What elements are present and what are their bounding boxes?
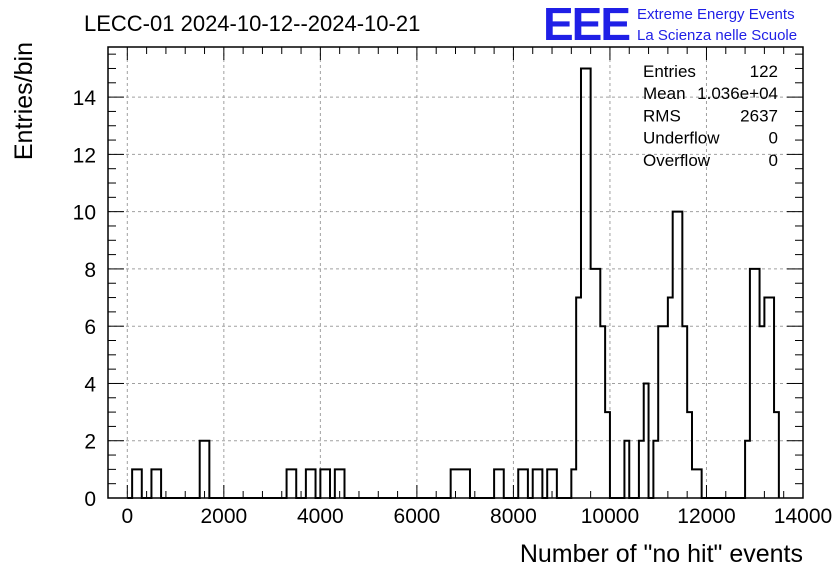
histogram-bin	[658, 326, 668, 498]
grid-lines	[108, 47, 804, 498]
logo-line-2: La Scienza nelle Scuole	[637, 27, 797, 44]
histogram-bin	[287, 469, 297, 498]
histogram-bin	[673, 212, 683, 498]
y-tick-label: 6	[84, 316, 96, 339]
stat-value: 0	[769, 129, 778, 148]
stat-label: Entries	[643, 62, 696, 81]
histogram-bin	[692, 469, 702, 498]
histogram-bin	[320, 469, 330, 498]
stat-value: 2637	[740, 106, 778, 125]
y-tick-label: 14	[73, 87, 97, 110]
histogram-bin	[494, 469, 504, 498]
histogram-bin	[668, 298, 673, 498]
x-axis: 0 2000 4000 6000 8000 10000 12000 14000	[107, 47, 832, 528]
x-tick-label: 6000	[394, 505, 441, 528]
eee-logo: EEE Extreme Energy Events La Scienza nel…	[543, 0, 797, 50]
y-tick-label: 8	[84, 259, 96, 282]
x-tick-label: 10000	[581, 505, 639, 528]
histogram-bin	[518, 469, 528, 498]
stat-value: 122	[750, 62, 778, 81]
y-tick-label: 12	[73, 144, 96, 167]
histogram-bin	[581, 68, 591, 498]
histogram-bin	[764, 298, 774, 498]
histogram-bin	[533, 469, 543, 498]
chart-title: LECC-01 2024-10-12--2024-10-21	[84, 11, 420, 36]
x-tick-label: 8000	[490, 505, 537, 528]
plot-frame	[107, 46, 804, 499]
stats-box: Entries 122 Mean 1.036e+04 RMS 2637 Underflow 0…	[643, 62, 778, 170]
histogram-bin	[132, 469, 142, 498]
stat-value: 1.036e+04	[697, 84, 778, 103]
histogram-bin	[151, 469, 161, 498]
y-tick-label: 10	[73, 202, 96, 225]
x-tick-label: 0	[121, 505, 133, 528]
y-axis: 0 2 4 6 8 10 12 14	[73, 53, 803, 511]
stat-label: Underflow	[643, 129, 720, 148]
histogram-bin	[200, 441, 210, 498]
y-axis-title: Entries/bin	[10, 42, 38, 160]
histogram-bin	[451, 469, 470, 498]
x-tick-label: 4000	[297, 505, 344, 528]
histogram-bin	[760, 326, 765, 498]
y-tick-label: 2	[84, 431, 96, 454]
y-tick-label: 0	[84, 488, 96, 511]
y-tick-label: 4	[84, 373, 96, 396]
stat-label: Overflow	[643, 151, 711, 170]
stat-value: 0	[769, 151, 778, 170]
x-tick-label: 14000	[774, 505, 832, 528]
stat-label: RMS	[643, 106, 681, 125]
logo-mark: EEE	[543, 0, 629, 50]
x-tick-label: 2000	[200, 505, 247, 528]
logo-line-1: Extreme Energy Events	[637, 6, 795, 23]
stat-label: Mean	[643, 84, 686, 103]
x-axis-title: Number of "no hit" events	[520, 540, 803, 568]
x-tick-label: 12000	[677, 505, 735, 528]
histogram-bin	[306, 469, 316, 498]
